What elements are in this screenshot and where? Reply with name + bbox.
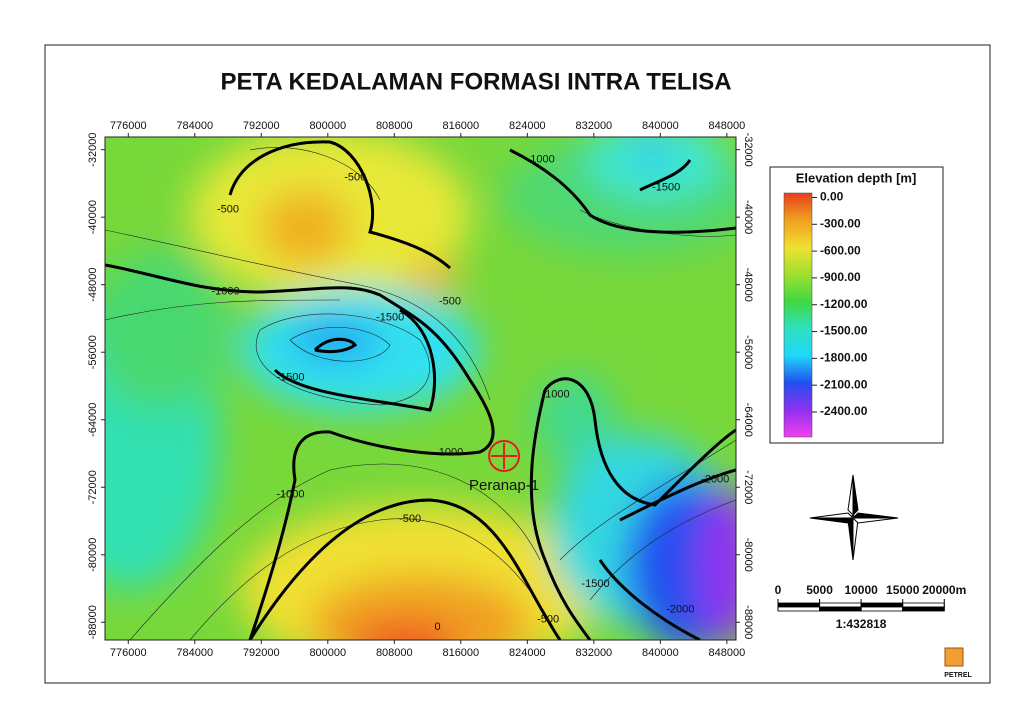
y-tick-label: -88000 (742, 605, 754, 639)
contour-label: -1500 (581, 578, 609, 590)
scale-segment (777, 602, 820, 608)
legend-label: -900.00 (820, 270, 861, 284)
y-tick-label: -64000 (742, 403, 754, 437)
scale-label: 20000m (922, 583, 966, 597)
x-tick-label: 792000 (243, 647, 280, 659)
contour-label: -500 (537, 614, 559, 626)
scale-segment (902, 602, 945, 608)
contour-label: -1500 (276, 371, 304, 383)
contour-label: -1000 (435, 447, 463, 459)
y-tick-label: -64000 (87, 403, 99, 437)
surface (105, 137, 736, 640)
y-tick-label: -48000 (87, 268, 99, 302)
legend-label: -2100.00 (820, 377, 868, 391)
y-tick-label: -56000 (87, 335, 99, 369)
x-tick-label: 776000 (110, 120, 147, 132)
y-tick-label: -48000 (742, 268, 754, 302)
contour-label: -2000 (701, 474, 729, 486)
scale-ratio: 1:432818 (836, 617, 887, 631)
legend-label: 0.00 (820, 190, 844, 204)
x-tick-label: 816000 (442, 647, 479, 659)
legend-title: Elevation depth [m] (796, 170, 917, 185)
contour-label: -1500 (376, 312, 404, 324)
legend-label: -300.00 (820, 216, 861, 230)
scale-segment (860, 606, 904, 612)
contour-label: -1500 (652, 182, 680, 194)
contour-label: 0 (434, 621, 440, 633)
y-tick-label: -80000 (742, 538, 754, 572)
y-tick-label: -40000 (742, 200, 754, 234)
y-tick-label: -72000 (87, 470, 99, 504)
map-title: PETA KEDALAMAN FORMASI INTRA TELISA (220, 68, 731, 95)
x-tick-label: 800000 (309, 120, 346, 132)
scale-label: 10000 (844, 583, 878, 597)
map-frame (104, 136, 737, 641)
y-tick-label: -72000 (742, 470, 754, 504)
x-tick-label: 792000 (243, 120, 280, 132)
x-tick-label: 832000 (575, 647, 612, 659)
contour-label: -1000 (527, 154, 555, 166)
x-tick-label: 840000 (642, 120, 679, 132)
colorbar (783, 192, 813, 438)
logo-icon (944, 647, 964, 667)
y-tick-label: -88000 (87, 605, 99, 639)
contour-label: -1000 (542, 388, 570, 400)
y-tick-label: -32000 (87, 133, 99, 167)
well-name: Peranap-1 (469, 477, 539, 494)
contour-label: -500 (439, 295, 461, 307)
x-tick-label: 848000 (708, 120, 745, 132)
y-tick-label: -32000 (742, 133, 754, 167)
contour-label: -500 (344, 171, 366, 183)
x-tick-label: 776000 (110, 647, 147, 659)
x-tick-label: 816000 (442, 120, 479, 132)
x-tick-label: 784000 (176, 647, 213, 659)
legend-label: -2400.00 (820, 404, 868, 418)
y-tick-label: -80000 (87, 538, 99, 572)
contour-label: -2000 (666, 604, 694, 616)
scale-label: 0 (775, 583, 782, 597)
y-tick-label: -40000 (87, 200, 99, 234)
north-arrow (809, 474, 899, 561)
contour-label: -1000 (211, 285, 239, 297)
scale-segment (819, 606, 862, 612)
x-tick-label: 824000 (509, 647, 546, 659)
legend-label: -1200.00 (820, 297, 868, 311)
contour-label: -500 (217, 203, 239, 215)
scale-label: 5000 (806, 583, 833, 597)
scale-segment (777, 606, 820, 612)
legend-label: -1500.00 (820, 324, 868, 338)
x-tick-label: 824000 (509, 120, 546, 132)
scale-label: 15000 (886, 583, 920, 597)
x-tick-label: 808000 (376, 120, 413, 132)
contour-labels: -500 -500 -500 -1000 -1000 -1500 -1500 -1500 -10… (211, 154, 729, 634)
contour-label: -1000 (276, 489, 304, 501)
x-tick-label: 840000 (642, 647, 679, 659)
x-tick-label: 784000 (176, 120, 213, 132)
legend-label: -1800.00 (820, 351, 868, 365)
scale-segment (860, 602, 904, 608)
y-tick-label: -56000 (742, 335, 754, 369)
legend-label: -600.00 (820, 243, 861, 257)
scale-segment (902, 606, 945, 612)
logo-text: PETREL (944, 672, 972, 679)
scale-segment (819, 602, 862, 608)
x-tick-label: 832000 (575, 120, 612, 132)
x-tick-label: 848000 (708, 647, 745, 659)
well-marker (488, 440, 521, 473)
x-tick-label: 808000 (376, 647, 413, 659)
x-tick-label: 800000 (309, 647, 346, 659)
contour-label: -500 (399, 513, 421, 525)
